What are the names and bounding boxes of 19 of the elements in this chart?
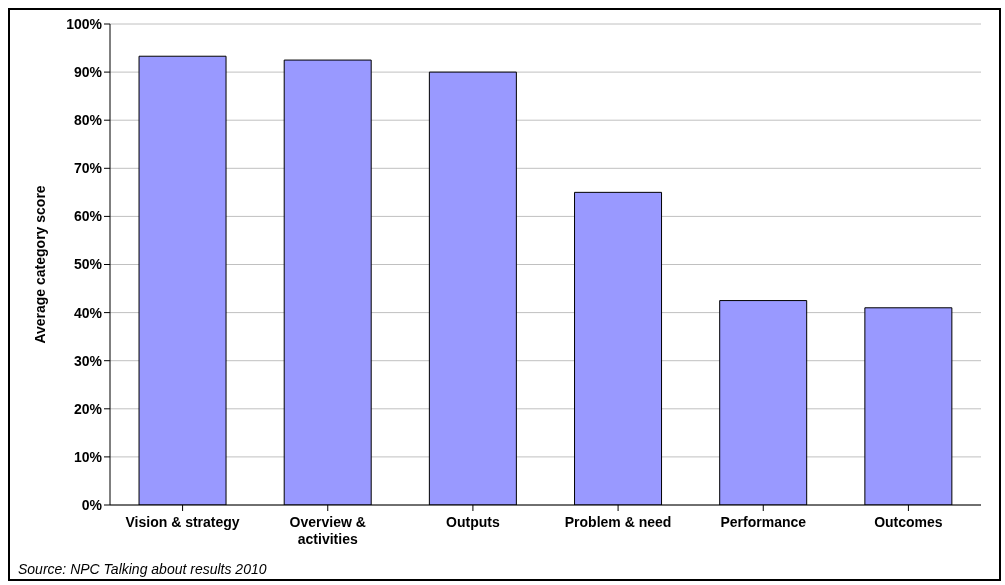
x-tick-label: Performance [720,514,807,530]
x-tick-label: Outputs [446,514,500,530]
x-tick-label: Outcomes [874,514,943,530]
y-tick-label: 30% [73,352,103,369]
y-tick-label: 60% [73,208,103,225]
x-tick-label: Overview & activities [289,514,366,547]
y-tick-label: 50% [73,256,103,273]
y-tick-label: 10% [73,448,103,465]
y-tick-label: 40% [73,304,103,321]
y-tick-label: 90% [73,64,103,81]
source-note: Source: NPC Talking about results 2010 [18,561,267,577]
y-axis-title: Average category score [31,185,48,344]
x-tick-label: Vision & strategy [125,514,240,530]
y-tick-label: 80% [73,112,103,129]
y-tick-label: 20% [73,400,103,417]
y-tick-label: 100% [66,15,103,32]
y-tick-label: 0% [81,496,103,513]
y-tick-label: 70% [73,160,103,177]
x-tick-label: Problem & need [564,514,672,530]
